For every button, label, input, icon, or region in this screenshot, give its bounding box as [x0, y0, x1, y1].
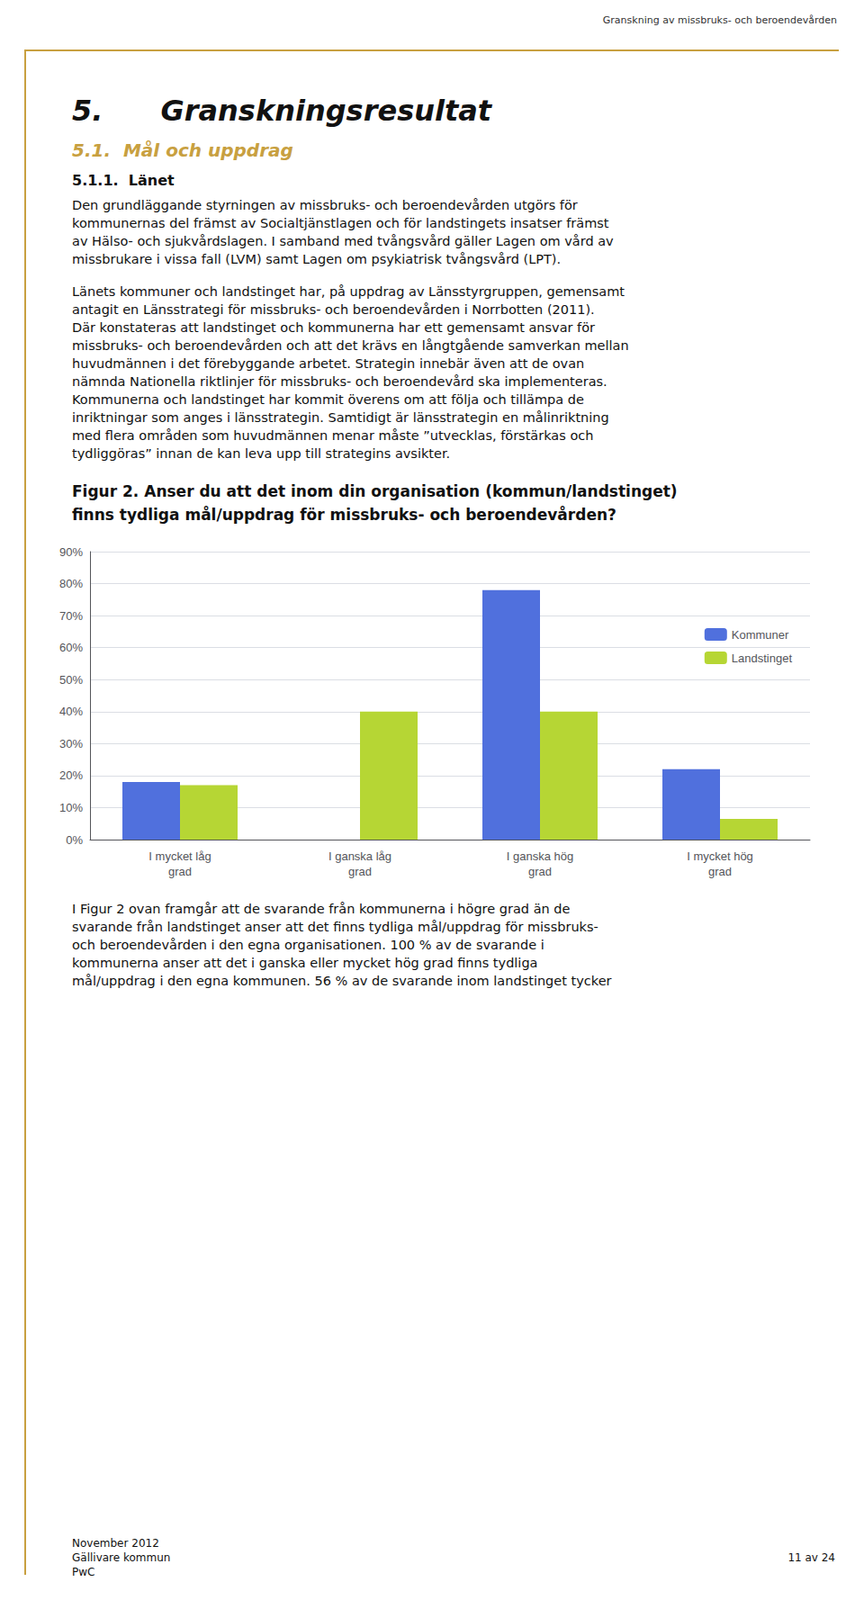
html-text:Granskning av missbruks- och b: Granskning av missbruks- och beroendevår… [602, 14, 837, 27]
svg-text:grad: grad [708, 864, 732, 879]
svg-text:I mycket hög: I mycket hög [686, 849, 754, 864]
html-text:11 av 24: 11 av 24 [787, 1551, 836, 1565]
svg-text:60%: 60% [59, 640, 83, 655]
html-text:med flera områden som huvudmän: med flera områden som huvudmännen menar … [72, 428, 594, 443]
html-text:PwC: PwC [72, 1566, 95, 1579]
svg-text:Kommuner: Kommuner [731, 628, 790, 642]
html-text:Länets kommuner och landstinge: Länets kommuner och landstinget har, på … [72, 284, 625, 299]
html-text:Den grundläggande styrningen a: Den grundläggande styrningen av missbruk… [72, 198, 578, 213]
html-text:antagit en Länsstrategi för mi: antagit en Länsstrategi för missbruks- o… [72, 302, 595, 317]
svg-text:40%: 40% [59, 704, 83, 719]
html-text:svarande från landstinget anse: svarande från landstinget anser att det … [72, 919, 599, 935]
html-text:tydliggöras” innan de kan leva: tydliggöras” innan de kan leva upp till … [72, 446, 451, 461]
html-text:kommunernas del främst av Soci: kommunernas del främst av Socialtjänstla… [72, 216, 609, 231]
svg-text:grad: grad [168, 864, 192, 879]
html-text:missbrukare i vissa fall (LVM): missbrukare i vissa fall (LVM) samt Lage… [72, 252, 561, 267]
svg-text:30%: 30% [59, 737, 83, 751]
html-text:missbruks- och beroendevården: missbruks- och beroendevården och att de… [72, 338, 629, 353]
svg-text:I ganska hög: I ganska hög [506, 849, 574, 864]
html-text:Där konstateras att landstinge: Där konstateras att landstinget och komm… [72, 320, 595, 335]
svg-text:50%: 50% [59, 673, 83, 687]
svg-text:20%: 20% [59, 768, 83, 783]
html-text:Gällivare kommun: Gällivare kommun [72, 1551, 171, 1565]
html-text:och beroendevården i den egna: och beroendevården i den egna organisati… [72, 937, 545, 953]
svg-text:80%: 80% [59, 576, 83, 591]
html-text:I Figur 2 ovan framgår att de: I Figur 2 ovan framgår att de svarande f… [72, 901, 571, 917]
html-text:av Hälso- och sjukvårdslagen.: av Hälso- och sjukvårdslagen. I samband … [72, 234, 614, 249]
svg-text:grad: grad [528, 864, 552, 879]
svg-text:I mycket låg: I mycket låg [148, 849, 211, 864]
svg-text:10%: 10% [59, 801, 83, 815]
svg-text:90%: 90% [59, 545, 83, 559]
html-text:5.1. Mål och uppdrag: 5.1. Mål och uppdrag [72, 139, 294, 162]
svg-text:Landstinget: Landstinget [731, 651, 793, 666]
html-text:huvudmännen i det förebyggande: huvudmännen i det förebyggande arbetet. … [72, 356, 585, 371]
svg-text:0%: 0% [65, 833, 83, 847]
svg-text:I ganska låg: I ganska låg [328, 849, 392, 864]
html-text:November 2012: November 2012 [72, 1537, 160, 1550]
svg-text:grad: grad [348, 864, 372, 879]
html-text:kommunerna anser att det i gan: kommunerna anser att det i ganska eller … [72, 955, 538, 971]
html-text:Kommunerna och landstinget har: Kommunerna och landstinget har kommit öv… [72, 392, 585, 407]
html-text:finns tydliga mål/uppdrag för: finns tydliga mål/uppdrag för missbruks-… [72, 505, 617, 524]
html-text:nämnda Nationella riktlinjer f: nämnda Nationella riktlinjer för missbru… [72, 374, 608, 389]
html-text:5.1.1. Länet: 5.1.1. Länet [72, 171, 175, 189]
html-text:Figur 2. Anser du att det inom: Figur 2. Anser du att det inom din organ… [72, 482, 678, 501]
html-text:5. Granskningsresultat: 5. Granskningsresultat [72, 93, 492, 128]
html-text:inriktningar som anges i länss: inriktningar som anges i länsstrategin. … [72, 410, 610, 425]
svg-text:70%: 70% [59, 609, 83, 623]
html-text:mål/uppdrag i den egna kommune: mål/uppdrag i den egna kommunen. 56 % av… [72, 973, 612, 989]
